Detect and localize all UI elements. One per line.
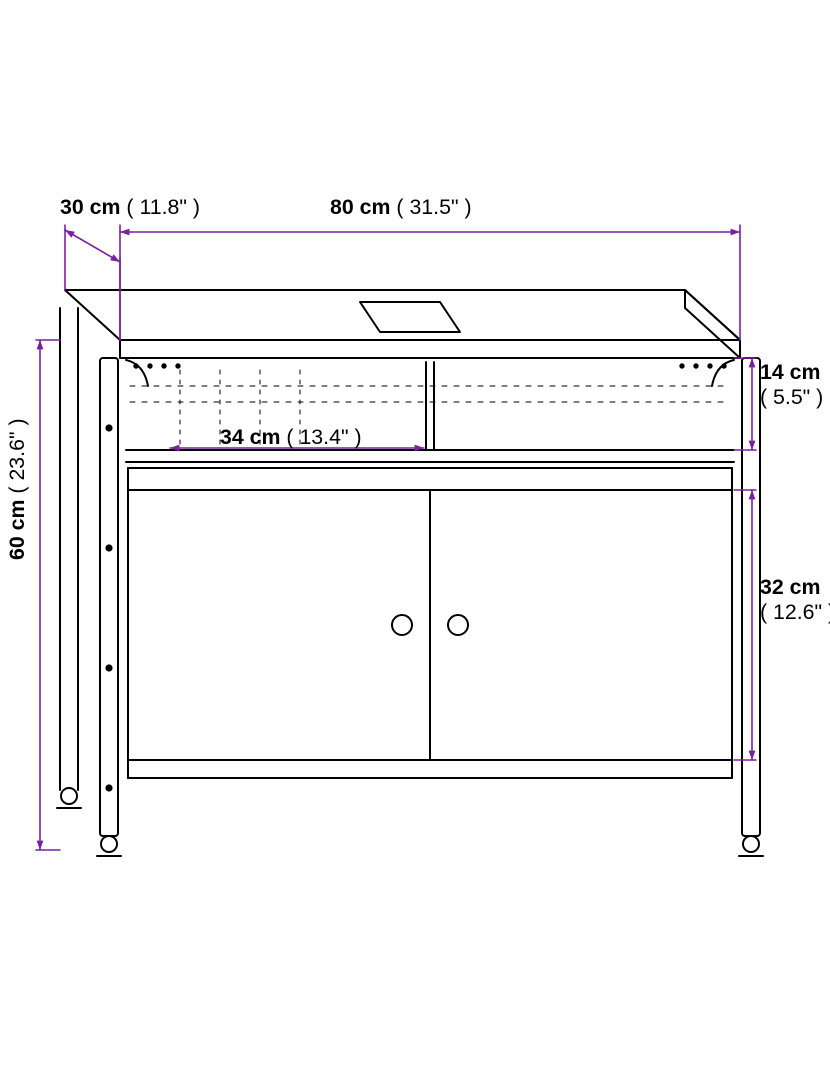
dim-depth-label: 30 cm ( 11.8" )	[60, 195, 200, 220]
dim-gap-cm: 14 cm	[760, 360, 820, 384]
dim-gap-label: 14 cm ( 5.5" )	[760, 360, 823, 410]
dim-door-label: 32 cm ( 12.6" )	[760, 575, 830, 625]
dim-depth-in: ( 11.8" )	[126, 195, 200, 219]
dim-height-cm: 60 cm	[5, 500, 29, 560]
dim-width-cm: 80 cm	[330, 195, 390, 219]
dim-door-cm: 32 cm	[760, 575, 820, 599]
dim-width-in: ( 31.5" )	[396, 195, 471, 219]
drawing-stage: 30 cm ( 11.8" ) 80 cm ( 31.5" ) 60 cm ( …	[0, 0, 830, 1080]
dim-door-in: ( 12.6" )	[760, 600, 830, 624]
dim-gap-in: ( 5.5" )	[760, 385, 823, 409]
dim-width-label: 80 cm ( 31.5" )	[330, 195, 472, 220]
dim-depth-cm: 30 cm	[60, 195, 120, 219]
dim-height-in: ( 23.6" )	[5, 418, 29, 493]
dim-height-label: 60 cm ( 23.6" )	[5, 418, 30, 560]
dim-shelf-in: ( 13.4" )	[286, 425, 361, 449]
drawing-svg	[0, 0, 830, 1080]
dim-shelf-cm: 34 cm	[220, 425, 280, 449]
dim-shelf-label: 34 cm ( 13.4" )	[220, 425, 362, 450]
